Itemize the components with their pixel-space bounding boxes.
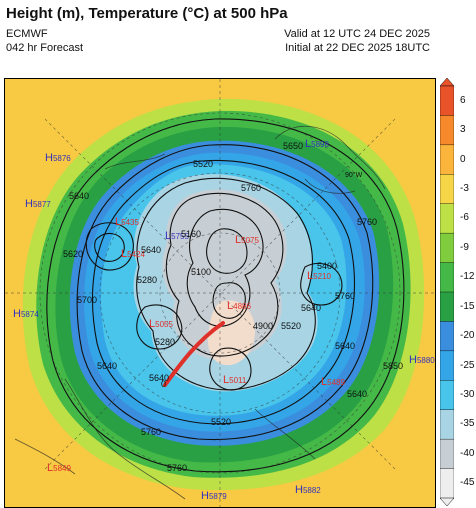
colorbar-swatch [440, 144, 454, 175]
low-center: L5424 [121, 248, 145, 260]
low-center: L5489 [321, 376, 345, 388]
map-panel: H5876 H5877 H5874 L5898 H5880 H5879 H588… [4, 78, 436, 508]
colorbar-swatch [440, 262, 454, 293]
contour-label: 5640 [301, 303, 321, 313]
colorbar-tick-label: -30 [460, 389, 475, 400]
contour-label: 5760 [335, 291, 355, 301]
height-contours [46, 118, 405, 473]
pressure-centers: H5876 H5877 H5874 L5898 H5880 H5879 H588… [13, 138, 435, 502]
contour-label: 5760 [241, 183, 261, 193]
contour-label: 5640 [149, 373, 169, 383]
contour-label: 5520 [211, 417, 231, 427]
contour-label: 5280 [137, 275, 157, 285]
valid-time: Valid at 12 UTC 24 DEC 2025 [284, 28, 430, 40]
map-svg: H5876 H5877 H5874 L5898 H5880 H5879 H588… [5, 79, 435, 507]
colorbar-tick-label: -45 [460, 477, 475, 489]
low-center: L5075 [235, 234, 259, 246]
coldest-core [162, 189, 287, 360]
low-center: L5011 [223, 374, 247, 386]
colorbar-swatch [440, 321, 454, 352]
contour-label: 5760 [167, 463, 187, 473]
low-center: L5210 [307, 270, 331, 282]
contour-label: 0 [161, 379, 166, 389]
colorbar-swatch [440, 232, 454, 264]
trough-axis [163, 321, 225, 387]
contour-labels: 5760 5520 5640 5640 5160 5400 5280 5520 … [63, 141, 403, 473]
contour-label: 5650 [283, 141, 303, 151]
colorbar-tick-label: 0 [460, 153, 466, 165]
contour-label: 5640 [97, 361, 117, 371]
contour-label: 5620 [63, 249, 83, 259]
colorbar-swatch [440, 380, 454, 411]
contour-label: 5760 [357, 217, 377, 227]
colorbar-tick-label: 6 [460, 94, 466, 106]
contour-label: 4900 [253, 321, 273, 331]
colorbar-swatch [440, 409, 454, 440]
low-center: L5435 [115, 216, 139, 228]
contour-label: 5520 [193, 159, 213, 169]
colorbar-swatch [440, 115, 454, 146]
colorbar-swatch [440, 85, 454, 117]
colorbar-tick-label: -6 [460, 212, 469, 224]
colorbar-tick-label: -20 [460, 330, 475, 342]
colorbar-tick-label: 3 [460, 124, 466, 136]
colorbar-swatch [440, 291, 454, 323]
colorbar-tick-label: -25 [460, 359, 475, 371]
low-center: L5055 [149, 318, 173, 330]
low-center: L5849 [47, 462, 71, 474]
colorbar-tick-label: -9 [460, 241, 469, 253]
colorbar-swatch [440, 174, 454, 205]
contour-label: 5760 [141, 427, 161, 437]
colorbar-tick-label: -15 [460, 300, 475, 312]
latitude-label: 90°W [345, 171, 363, 179]
contour-label: 5100 [191, 267, 211, 277]
model-name: ECMWF [6, 28, 48, 40]
forecast-hour: 042 hr Forecast [6, 42, 84, 54]
colorbar-swatch [440, 203, 454, 234]
colorbar-tick-label: -40 [460, 447, 475, 459]
colorbar [440, 78, 454, 506]
warm-tongue [207, 300, 255, 366]
low-center: L5898 [305, 138, 329, 150]
contour-label: 5160 [181, 229, 201, 239]
contour-label: 5700 [77, 295, 97, 305]
colorbar-tick-label: -12 [460, 271, 475, 283]
initial-time: Initial at 22 DEC 2025 18UTC [285, 42, 430, 54]
colorbar-swatch [440, 438, 454, 470]
low-center: L5755 [165, 230, 189, 242]
low-center: L4886 [227, 300, 251, 312]
contour-label: 5400 [317, 261, 337, 271]
high-center: H5874 [13, 308, 39, 320]
high-center: H5880 [409, 354, 435, 366]
contour-label: 5640 [347, 389, 367, 399]
contour-label: 5850 [383, 361, 403, 371]
contour-label: 5640 [69, 191, 89, 201]
high-center: H5876 [45, 152, 71, 164]
colorbar-tick-label: -35 [460, 418, 475, 430]
colorbar-swatch [440, 350, 454, 381]
high-center: H5877 [25, 198, 51, 210]
high-center: H5882 [295, 484, 321, 496]
colorbar-swatch [440, 468, 454, 499]
contour-label: 5640 [141, 245, 161, 255]
chart-title: Height (m), Temperature (°C) at 500 hPa [6, 5, 288, 22]
high-center: H5879 [201, 490, 227, 502]
contour-label: 5280 [155, 337, 175, 347]
graticule [5, 79, 435, 507]
contour-label: 5520 [281, 321, 301, 331]
coastlines [14, 125, 386, 500]
contour-label: 5640 [335, 341, 355, 351]
colorbar-tick-label: -3 [460, 183, 469, 194]
colorbar-bottom-arrow [440, 497, 454, 506]
colorbar-top-arrow [440, 78, 454, 87]
